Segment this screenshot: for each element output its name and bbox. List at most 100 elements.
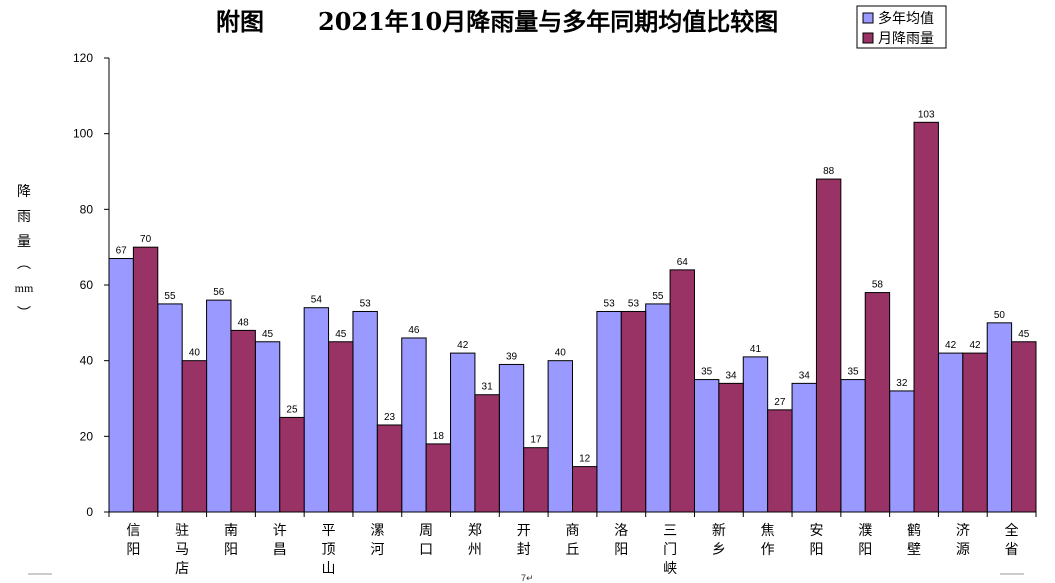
data-label-average-2: 56 <box>213 287 225 298</box>
bar-monthly-13 <box>767 409 793 513</box>
bar-average-5 <box>352 310 378 513</box>
legend-swatch-0 <box>862 12 874 24</box>
bar-monthly-14 <box>815 178 842 513</box>
data-label-monthly-6: 18 <box>433 431 445 442</box>
data-label-average-11: 55 <box>652 291 664 302</box>
data-label-average-9: 40 <box>555 348 567 359</box>
data-label-monthly-9: 12 <box>579 454 591 465</box>
data-label-average-14: 34 <box>799 370 811 381</box>
bar-monthly-12 <box>718 382 744 513</box>
y-tick-label: 120 <box>73 51 93 65</box>
data-label-monthly-18: 45 <box>1018 329 1030 340</box>
bar-monthly-10 <box>620 310 647 513</box>
bar-monthly-15 <box>864 292 891 513</box>
bar-monthly-3 <box>279 416 305 513</box>
x-category-label: 商丘 <box>566 523 580 558</box>
bar-average-12 <box>693 379 720 513</box>
x-category-label: 郑州 <box>468 523 482 558</box>
bar-average-14 <box>791 382 817 513</box>
bar-monthly-9 <box>572 466 598 513</box>
bar-average-0 <box>108 258 134 513</box>
bar-average-1 <box>157 303 183 513</box>
legend-swatch-1 <box>862 32 874 44</box>
y-axis-title: 降雨量︵ mm ︶ <box>15 184 34 322</box>
x-category-label: 全省 <box>1005 522 1019 558</box>
bar-average-2 <box>206 299 232 513</box>
bar-monthly-1 <box>181 360 208 513</box>
x-category-label: 信阳 <box>126 523 140 558</box>
y-tick-label: 40 <box>80 354 94 368</box>
data-label-average-17: 42 <box>945 340 957 351</box>
data-label-average-10: 53 <box>604 298 616 309</box>
page-footer: 7↵ <box>28 573 1024 583</box>
x-category-label: 平顶山 <box>322 523 336 577</box>
bar-monthly-17 <box>962 352 988 513</box>
x-category-label: 开封 <box>517 523 531 558</box>
x-category-label: 济源 <box>956 523 970 558</box>
data-label-monthly-12: 34 <box>726 370 738 381</box>
data-label-average-8: 39 <box>506 351 518 362</box>
plot-area: 67 55 56 45 54 53 46 42 39 40 53 55 35 41 34 35 32 42 50 70… <box>108 109 1037 513</box>
x-category-label: 驻马店 <box>175 523 189 577</box>
bar-monthly-2 <box>230 329 256 513</box>
data-label-monthly-16: 103 <box>918 109 935 120</box>
data-label-monthly-13: 27 <box>774 397 786 408</box>
data-label-monthly-11: 64 <box>677 257 689 268</box>
data-label-average-16: 32 <box>896 378 908 389</box>
x-category-label: 许昌 <box>273 523 287 558</box>
data-label-average-0: 67 <box>116 246 128 257</box>
legend-label-1: 月降雨量 <box>878 31 934 47</box>
bar-monthly-7 <box>474 394 500 513</box>
bar-average-6 <box>401 337 427 513</box>
bar-monthly-5 <box>376 424 403 513</box>
data-label-monthly-0: 70 <box>140 234 152 245</box>
chart-title-main: 2021年10月降雨量与多年同期均值比较图 <box>318 7 778 36</box>
x-category-label: 三门峡 <box>663 523 677 577</box>
bar-monthly-4 <box>328 341 354 513</box>
bar-average-11 <box>645 303 671 513</box>
chart-title-prefix: 附图 <box>216 7 264 36</box>
x-category-label: 洛阳 <box>614 523 628 558</box>
x-category-label: 周口 <box>419 523 433 558</box>
y-tick-label: 20 <box>80 429 94 443</box>
chart-title: 附图 2021年10月降雨量与多年同期均值比较图 <box>216 7 778 36</box>
data-label-monthly-7: 31 <box>482 382 494 393</box>
y-axis-label: 降雨量︵ mm ︶ <box>15 184 34 322</box>
data-label-average-6: 46 <box>408 325 420 336</box>
data-label-average-13: 41 <box>750 344 762 355</box>
bar-monthly-11 <box>669 269 695 513</box>
data-label-average-15: 35 <box>847 367 859 378</box>
data-label-monthly-14: 88 <box>823 166 835 177</box>
data-label-monthly-5: 23 <box>384 412 396 423</box>
data-label-average-18: 50 <box>994 310 1006 321</box>
bar-average-7 <box>450 352 476 513</box>
y-tick-label: 100 <box>73 127 93 141</box>
data-label-average-5: 53 <box>360 298 372 309</box>
data-label-monthly-17: 42 <box>969 340 981 351</box>
bar-average-8 <box>498 363 525 513</box>
data-label-monthly-3: 25 <box>286 404 298 415</box>
data-label-monthly-15: 58 <box>872 280 884 291</box>
x-category-label: 鹤壁 <box>907 523 921 558</box>
data-label-monthly-4: 45 <box>335 329 347 340</box>
data-label-monthly-10: 53 <box>628 298 640 309</box>
bar-monthly-16 <box>913 121 939 513</box>
x-category-label: 新乡 <box>712 523 726 558</box>
bar-monthly-18 <box>1011 341 1037 513</box>
bar-average-13 <box>742 356 769 513</box>
x-category-label: 安阳 <box>809 523 823 558</box>
x-category-label: 漯河 <box>370 523 384 558</box>
bar-monthly-6 <box>425 443 452 513</box>
y-tick-label: 60 <box>80 278 94 292</box>
bar-average-4 <box>303 307 330 513</box>
bar-average-17 <box>937 352 964 513</box>
bar-average-3 <box>254 341 281 513</box>
data-label-monthly-1: 40 <box>189 348 201 359</box>
bar-average-10 <box>596 310 622 513</box>
bar-monthly-8 <box>523 447 549 513</box>
bar-average-9 <box>547 360 574 513</box>
x-category-label: 南阳 <box>224 523 238 558</box>
